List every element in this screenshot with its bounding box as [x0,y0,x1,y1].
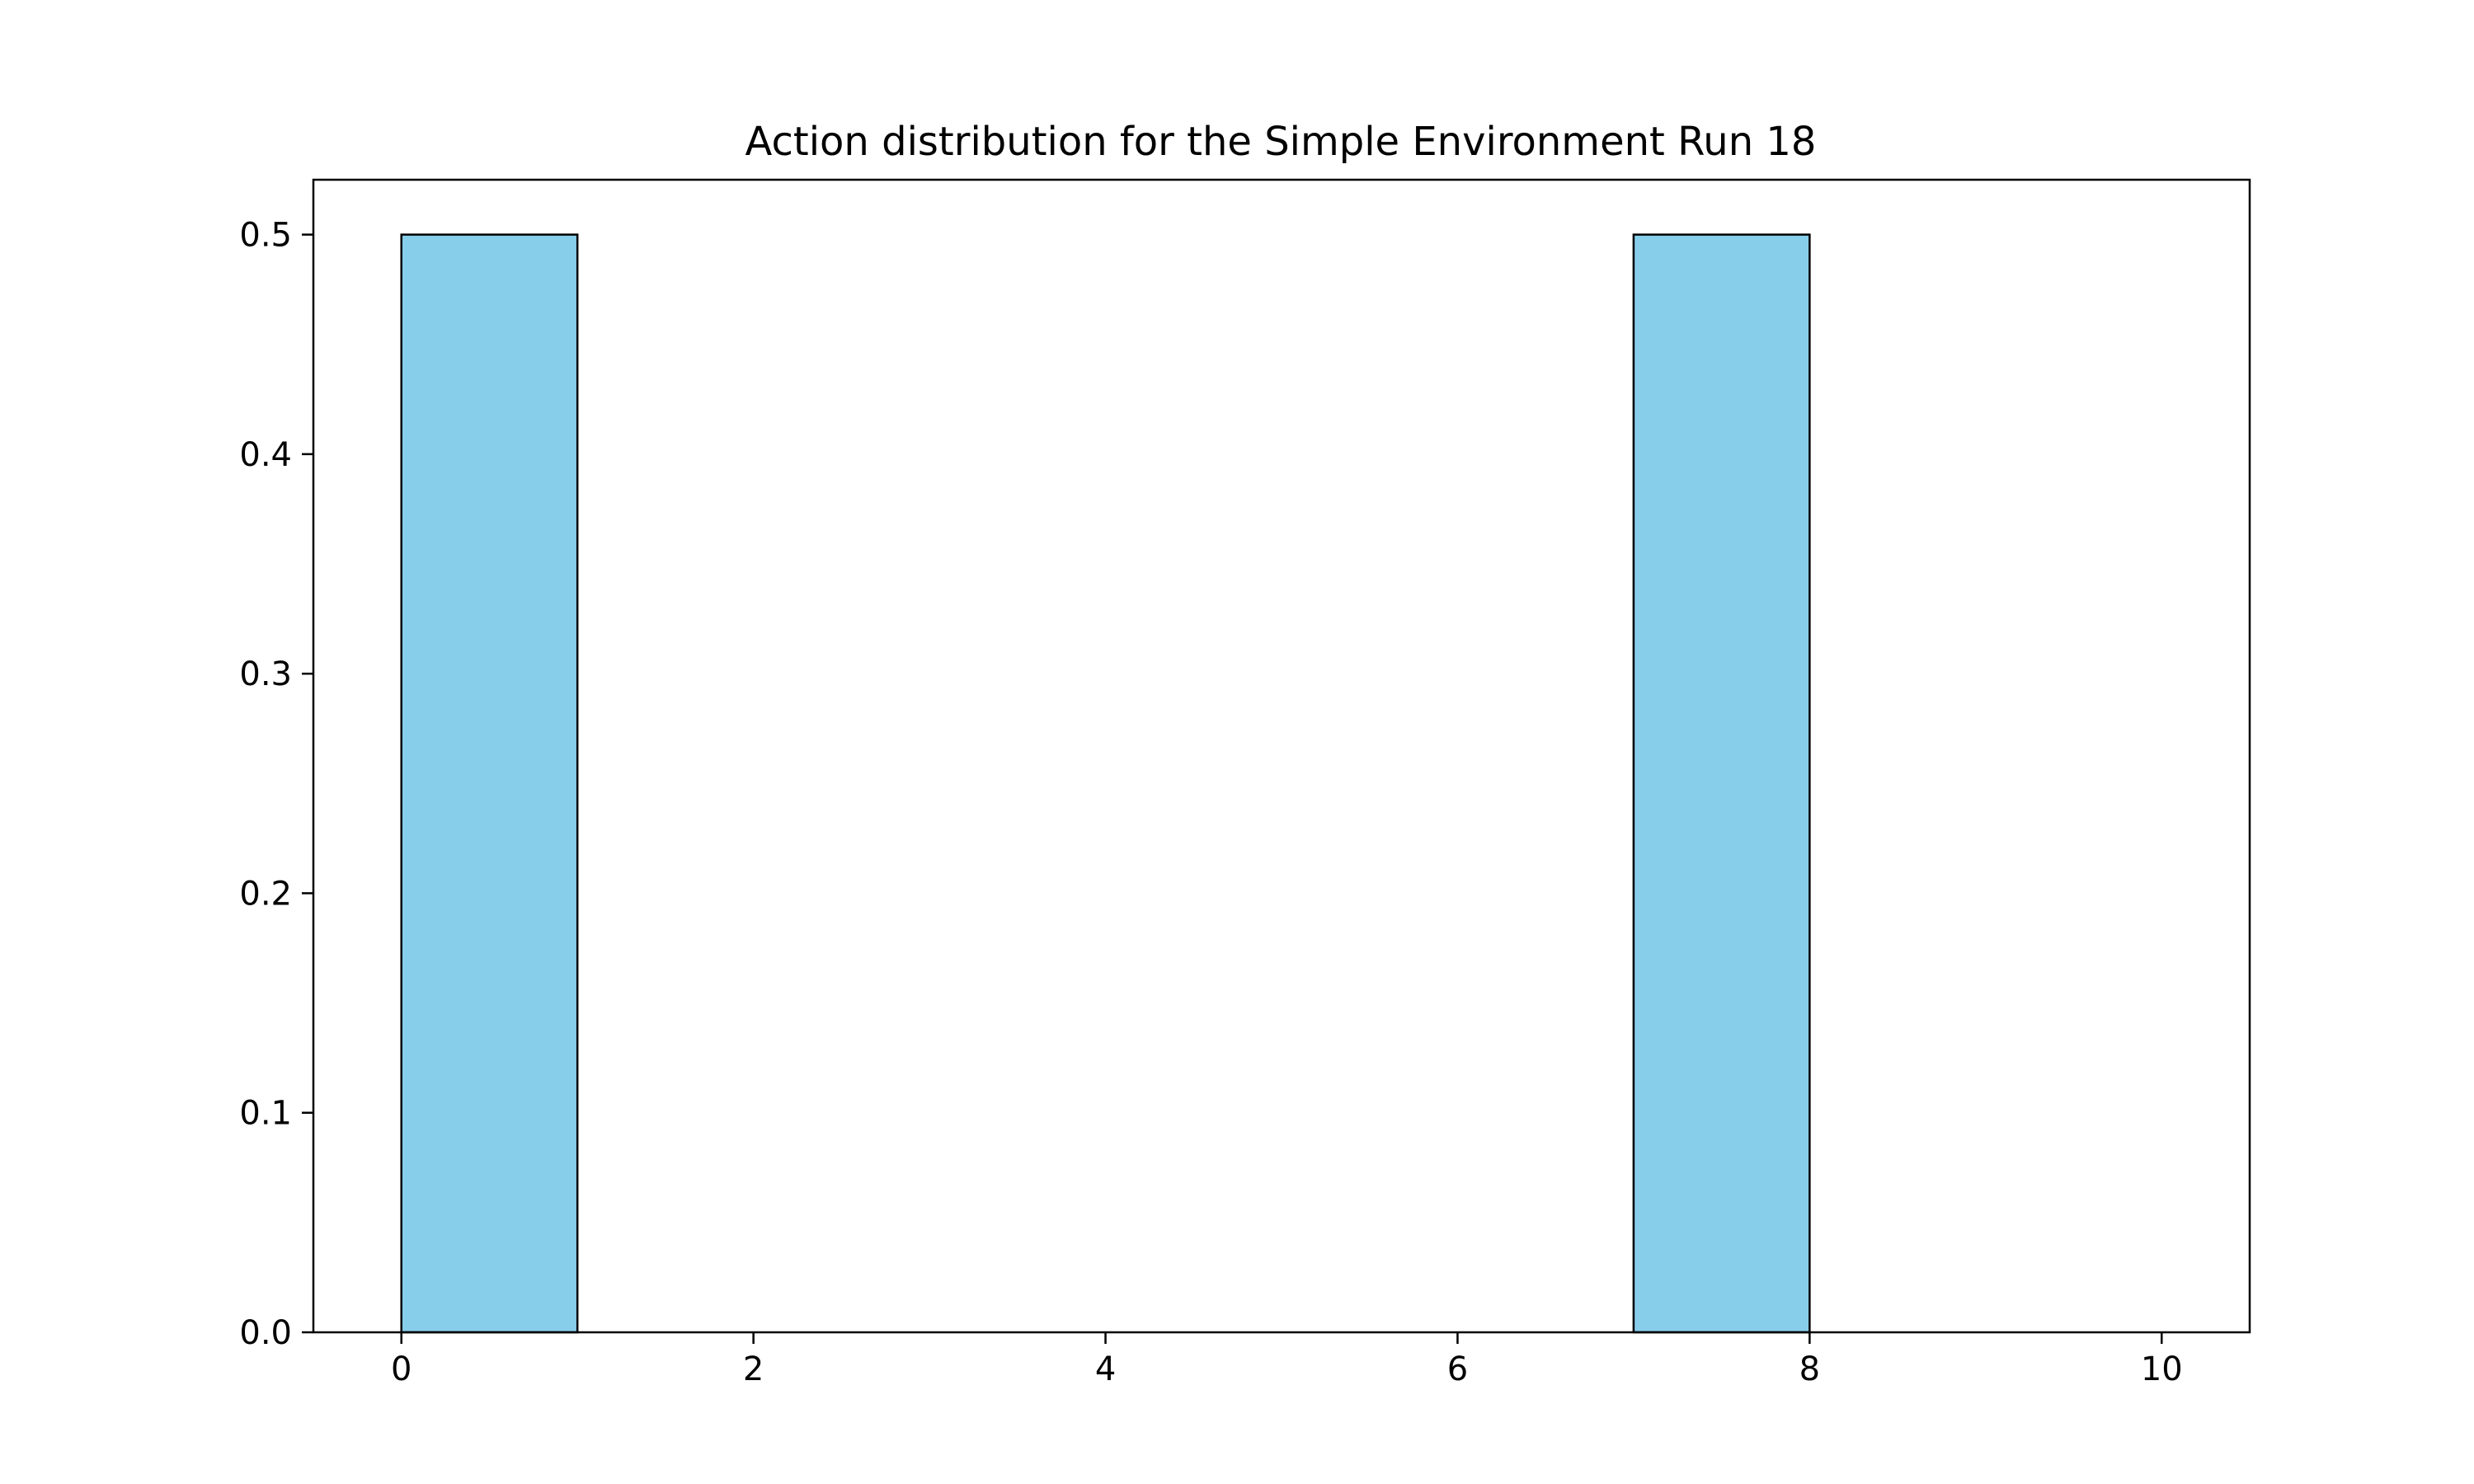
y-tick-label: 0.2 [239,875,292,913]
y-tick-label: 0.4 [239,436,292,474]
histogram-bar [1632,233,1811,1334]
chart-title: Action distribution for the Simple Envir… [745,119,1817,165]
x-tick-label: 6 [1447,1350,1468,1388]
y-tick-label: 0.3 [239,655,292,693]
histogram-bar [400,233,579,1334]
y-tick-label: 0.5 [239,217,292,255]
y-tick-label: 0.1 [239,1095,292,1133]
bars-group [400,233,1811,1334]
x-tick-label: 10 [2141,1350,2183,1388]
x-axis: 0 2 4 6 8 10 [391,1332,2183,1388]
x-tick-label: 2 [743,1350,764,1388]
plot-frame [312,178,2251,1334]
x-tick-label: 0 [391,1350,412,1388]
y-tick-label: 0.0 [239,1314,292,1352]
x-tick-label: 4 [1095,1350,1116,1388]
x-tick-label: 8 [1799,1350,1820,1388]
y-axis: 0.0 0.1 0.2 0.3 0.4 0.5 [239,217,313,1352]
